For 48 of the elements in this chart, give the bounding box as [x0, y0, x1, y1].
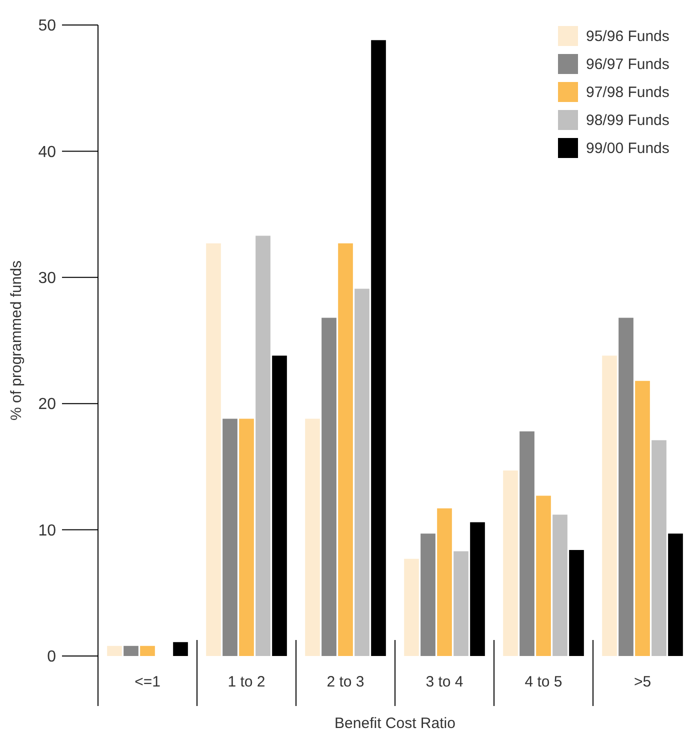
bar	[569, 550, 584, 656]
bar	[652, 440, 666, 656]
legend-label: 95/96 Funds	[586, 28, 670, 45]
bar	[420, 534, 436, 656]
bar	[404, 558, 419, 656]
bar	[552, 514, 568, 656]
y-tick-label: 40	[38, 144, 56, 161]
legend-label: 97/98 Funds	[586, 84, 670, 101]
legend-label: 98/99 Funds	[586, 112, 670, 129]
x-axis-title: Benefit Cost Ratio	[334, 715, 456, 732]
bar	[322, 318, 336, 656]
x-tick-label: 3 to 4	[426, 673, 464, 690]
y-tick-label: 20	[38, 396, 56, 414]
x-tick-label: 1 to 2	[228, 673, 266, 690]
bar	[618, 318, 634, 656]
bar	[272, 356, 287, 656]
bar	[354, 288, 370, 656]
y-tick-label: 50	[38, 18, 56, 35]
y-tick-label: 0	[47, 648, 56, 666]
bar	[454, 551, 468, 656]
bar	[222, 418, 238, 656]
bar	[140, 646, 155, 656]
bar	[536, 496, 551, 656]
bar	[239, 418, 254, 656]
bar	[635, 380, 650, 656]
bar	[602, 356, 617, 656]
bar	[503, 470, 518, 656]
y-tick-label: 10	[38, 522, 56, 540]
bar	[520, 431, 534, 656]
bar	[206, 243, 221, 656]
y-axis-title: % of programmed funds	[8, 260, 25, 421]
bar	[668, 534, 683, 656]
bar	[173, 642, 188, 656]
x-tick-label: 4 to 5	[524, 673, 562, 690]
y-tick-label: 30	[38, 270, 56, 287]
bar	[107, 646, 122, 656]
bar	[256, 236, 270, 656]
bar	[371, 40, 386, 656]
bar	[338, 243, 353, 656]
x-tick-label: 2 to 3	[326, 673, 364, 690]
bar	[124, 646, 138, 656]
legend-label: 99/00 Funds	[586, 140, 670, 157]
x-tick-label: >5	[634, 673, 652, 690]
bar	[470, 522, 485, 656]
bar	[305, 418, 320, 656]
legend-label: 96/97 Funds	[586, 56, 670, 73]
bar	[437, 508, 452, 656]
x-tick-label: <=1	[134, 673, 160, 690]
